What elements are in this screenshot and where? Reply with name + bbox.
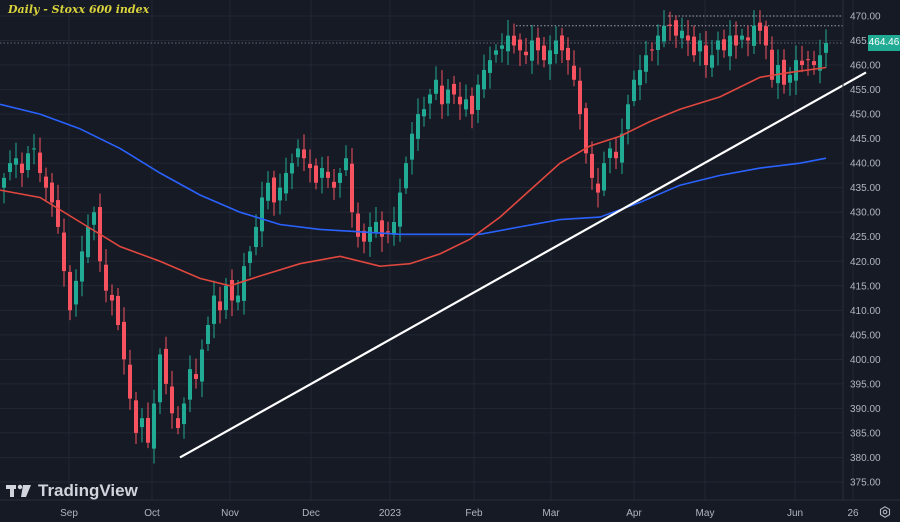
time-tick-label: 2023 (379, 508, 402, 519)
price-tick-label: 395.00 (850, 379, 881, 390)
price-tick-label: 400.00 (850, 355, 881, 366)
price-tick-label: 410.00 (850, 306, 881, 317)
tradingview-logo: TradingView (6, 481, 138, 501)
price-tick-label: 390.00 (850, 404, 881, 415)
price-tick-label: 450.00 (850, 110, 881, 121)
price-tick-label: 470.00 (850, 12, 881, 23)
time-tick-label: Feb (465, 508, 483, 519)
price-tick-label: 425.00 (850, 232, 881, 243)
price-tick-label: 430.00 (850, 208, 881, 219)
logo-text: TradingView (38, 481, 138, 500)
last-price-badge: 464.46 (868, 35, 900, 51)
candlesticks (2, 10, 828, 464)
settings-gear-icon[interactable] (879, 506, 891, 518)
time-tick-label: Dec (302, 508, 320, 519)
price-tick-label: 380.00 (850, 453, 881, 464)
time-tick-label: Jun (787, 508, 803, 519)
time-tick-label: Sep (60, 508, 78, 519)
moving-average-blue (0, 103, 827, 236)
price-tick-label: 465.00 (850, 36, 881, 47)
chart-title: Daily - Stoxx 600 index (8, 3, 150, 16)
time-tick-label: Nov (221, 508, 239, 519)
moving-average-red (0, 66, 827, 287)
time-axis[interactable]: Sep Oct Nov Dec 2023 Feb Mar Apr May Jun 26 (60, 508, 859, 519)
support-trendline[interactable] (179, 71, 867, 459)
time-tick-label: Mar (542, 508, 560, 519)
time-tick-label: 26 (847, 508, 859, 519)
time-tick-label: Oct (144, 508, 160, 519)
price-tick-label: 460.00 (850, 61, 881, 72)
price-tick-label: 415.00 (850, 281, 881, 292)
price-axis[interactable]: 375.00 380.00 385.00 390.00 395.00 400.00 405.… (850, 12, 881, 489)
time-tick-label: Apr (626, 508, 642, 519)
price-tick-label: 445.00 (850, 134, 881, 145)
price-tick-label: 420.00 (850, 257, 881, 268)
time-tick-label: May (696, 508, 715, 519)
resistance-lines (0, 15, 843, 44)
price-tick-label: 405.00 (850, 330, 881, 341)
price-tick-label: 375.00 (850, 477, 881, 488)
price-tick-label: 435.00 (850, 183, 881, 194)
price-tick-label: 455.00 (850, 85, 881, 96)
tradingview-logo-icon (6, 484, 31, 497)
price-tick-label: 385.00 (850, 428, 881, 439)
price-tick-label: 440.00 (850, 159, 881, 170)
